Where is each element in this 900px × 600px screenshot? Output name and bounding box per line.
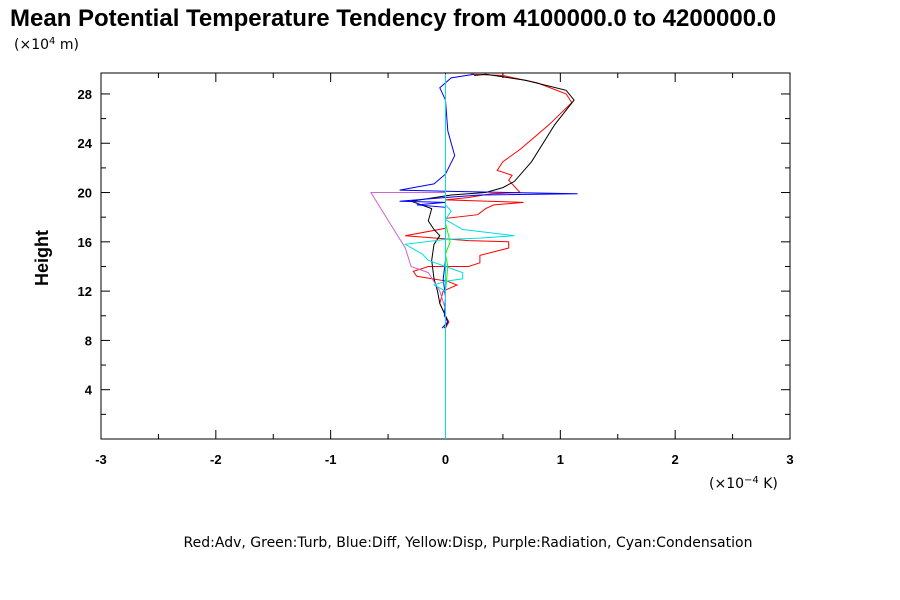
- chart-title: Mean Potential Temperature Tendency from…: [10, 5, 776, 32]
- y-tick-label: 4: [85, 383, 93, 398]
- x-tick-label: -1: [325, 452, 337, 467]
- series-line-6: [403, 74, 515, 329]
- x-tick-label: 0: [442, 452, 449, 467]
- y-tick-label: 28: [78, 87, 92, 102]
- y-tick-label: 16: [78, 235, 92, 250]
- series-line-5: [370, 74, 446, 329]
- y-tick-label: 8: [85, 333, 92, 348]
- y-tick-label: 24: [78, 136, 93, 151]
- series-group: [370, 73, 578, 439]
- x-tick-label: 1: [557, 452, 564, 467]
- y-axis-label: Height: [32, 230, 52, 286]
- series-line-0: [405, 73, 573, 329]
- x-tick-label: 3: [786, 452, 793, 467]
- y-unit-label: (×104 m): [14, 36, 79, 53]
- legend-text: Red:Adv, Green:Turb, Blue:Diff, Yellow:D…: [184, 535, 753, 551]
- x-unit-label: (×10−4 K): [709, 475, 778, 492]
- x-tick-label: -3: [95, 452, 107, 467]
- y-tick-label: 20: [78, 186, 92, 201]
- x-tick-label: -2: [210, 452, 222, 467]
- x-tick-label: 2: [672, 452, 679, 467]
- y-tick-label: 12: [78, 284, 92, 299]
